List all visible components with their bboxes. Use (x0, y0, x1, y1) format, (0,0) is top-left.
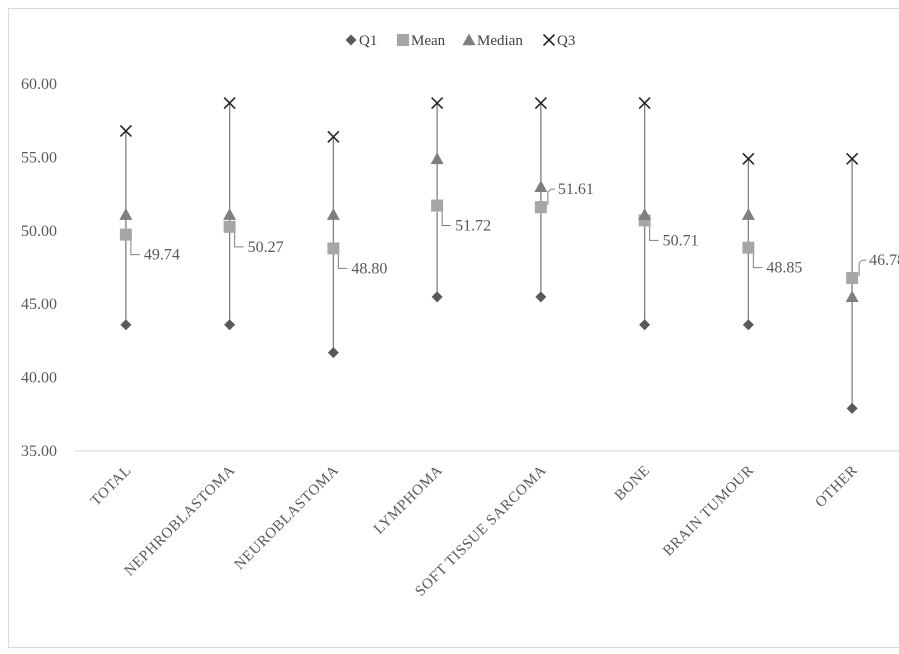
q3-stroke (431, 97, 444, 110)
mean-leader-line (234, 232, 244, 248)
x-tick-label: BRAIN TUMOUR (660, 463, 757, 560)
x-tick-label: OTHER (813, 463, 861, 511)
mean-point (742, 241, 755, 254)
q3-point (431, 97, 444, 110)
legend-label-mean: Mean (411, 33, 446, 49)
q3-stroke (846, 152, 859, 165)
median-point (845, 290, 859, 303)
median-point (223, 208, 237, 220)
q3-point (119, 124, 132, 138)
x-tick-label: LYMPHOMA (371, 463, 446, 538)
mean-data-label: 48.85 (766, 260, 802, 277)
mean-leader-line (858, 259, 867, 277)
mean-data-label: 50.27 (248, 239, 284, 256)
mean-point (846, 272, 859, 285)
mean-leader-line (752, 253, 763, 269)
x-tick-label: BONE (612, 463, 654, 505)
mean-leader-line (337, 254, 348, 269)
legend-label-median: Median (477, 33, 523, 49)
chart-canvas: Q1 Mean Median Q3 35.00 40.00 45.00 50.00 55.00… (21, 33, 899, 600)
mean-point (327, 242, 340, 255)
q1-point (431, 291, 443, 303)
q3-stroke (223, 97, 236, 110)
median-point (326, 208, 340, 220)
median-point (430, 152, 444, 165)
chart-frame: Q1 Mean Median Q3 35.00 40.00 45.00 50.00 55.00… (8, 8, 899, 648)
mean-data-label: 51.72 (455, 218, 491, 235)
q1-point (846, 402, 858, 414)
q3-point (742, 152, 755, 165)
q1-point (327, 347, 339, 359)
mean-point (119, 228, 132, 241)
legend: Q1 Mean Median Q3 (345, 33, 575, 49)
y-tick-label: 40.00 (21, 370, 57, 387)
y-tick-label: 35.00 (21, 443, 57, 460)
q1-point (120, 319, 132, 331)
q3-stroke (638, 97, 651, 110)
legend-label-q1: Q1 (359, 33, 377, 49)
q1-point (639, 319, 651, 331)
q3-point (223, 97, 236, 110)
q1-point (535, 291, 547, 303)
x-tick-label: NEUROBLASTOMA (232, 463, 343, 574)
q3-stroke (534, 97, 547, 110)
q3-stroke (327, 130, 340, 143)
median-point (534, 180, 548, 192)
q1-point (224, 319, 236, 331)
y-axis: 35.00 40.00 45.00 50.00 55.00 60.00 (21, 76, 57, 460)
y-tick-label: 60.00 (21, 76, 57, 93)
q3-point (327, 130, 340, 143)
q3-stroke (119, 124, 132, 138)
q3-point (534, 97, 547, 110)
plot-area: 49.74 50.27 48.80 51.72 51.61 50.71 48.85 46.78 (119, 97, 899, 414)
q3-stroke (542, 33, 556, 47)
median-point (638, 208, 652, 220)
mean-leader-line (649, 226, 659, 241)
median-point (119, 208, 133, 220)
legend-marker-median (462, 33, 476, 46)
x-tick-label: TOTAL (88, 463, 135, 510)
mean-leader-line (441, 211, 452, 227)
mean-data-label: 49.74 (144, 247, 180, 264)
q1-point (742, 319, 754, 331)
q3-point (638, 97, 651, 110)
mean-data-label: 48.80 (351, 260, 387, 277)
mean-point (431, 199, 444, 212)
mean-data-label: 50.71 (663, 232, 699, 249)
y-tick-label: 55.00 (21, 149, 57, 166)
mean-leader-line (130, 240, 140, 256)
q3-stroke (742, 152, 755, 165)
legend-marker-mean (397, 34, 409, 46)
mean-data-label: 46.78 (869, 252, 899, 269)
median-point (741, 208, 755, 220)
legend-marker-q3 (542, 33, 556, 47)
x-tick-label: NEPHROBLASTOMA (122, 463, 239, 580)
mean-data-label: 51.61 (558, 181, 594, 198)
y-tick-label: 50.00 (21, 223, 57, 240)
q3-point (846, 152, 859, 165)
mean-point (223, 220, 236, 233)
legend-marker-q1 (345, 34, 357, 46)
mean-point (534, 201, 547, 214)
legend-label-q3: Q3 (557, 33, 575, 49)
mean-leader-line (547, 188, 555, 206)
y-tick-label: 45.00 (21, 296, 57, 313)
